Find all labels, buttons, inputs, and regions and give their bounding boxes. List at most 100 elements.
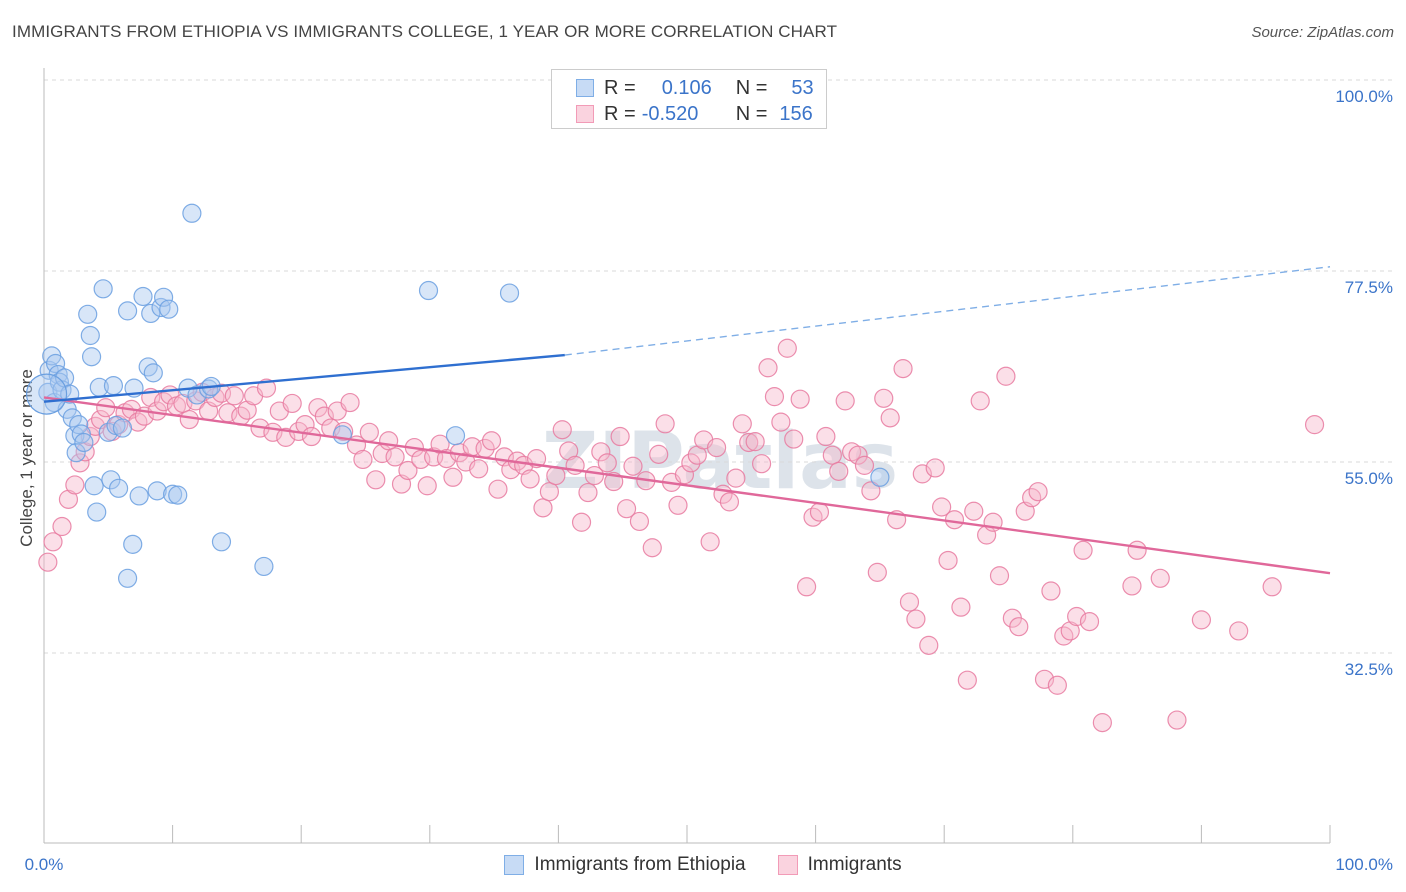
legend-swatch-immigrants xyxy=(777,855,798,875)
point-ethiopia xyxy=(159,299,179,319)
point-immigrants xyxy=(803,507,823,527)
point-ethiopia xyxy=(112,418,133,438)
point-immigrants xyxy=(571,512,592,532)
point-immigrants xyxy=(906,609,926,629)
point-ethiopia xyxy=(87,502,107,522)
n-value: 156 xyxy=(779,102,813,125)
point-ethiopia xyxy=(141,303,161,324)
y-axis-label: College, 1 year or more xyxy=(17,369,36,547)
legend-item-ethiopia: Immigrants from Ethiopia xyxy=(504,854,746,876)
series-legend: Immigrants from Ethiopia Immigrants xyxy=(0,851,1406,879)
point-ethiopia xyxy=(254,556,274,577)
point-ethiopia xyxy=(78,304,98,324)
point-immigrants xyxy=(340,392,360,413)
point-immigrants xyxy=(1092,713,1112,733)
point-ethiopia xyxy=(117,568,138,588)
point-immigrants xyxy=(809,502,830,522)
point-immigrants xyxy=(1054,626,1074,646)
n-label: N = xyxy=(735,102,768,125)
point-immigrants xyxy=(796,577,817,597)
point-immigrants xyxy=(732,414,752,434)
point-immigrants xyxy=(379,431,399,451)
point-immigrants xyxy=(1073,540,1093,560)
r-value: 0.106 xyxy=(661,76,712,99)
legend-swatch-immigrants xyxy=(576,105,594,123)
point-immigrants xyxy=(481,431,502,451)
legend-row-immigrants: R = -0.520 N = 156 xyxy=(576,101,813,127)
point-ethiopia xyxy=(163,484,183,504)
point-immigrants xyxy=(43,532,63,552)
point-immigrants xyxy=(398,460,418,481)
y-tick-label: 32.5% xyxy=(1345,660,1393,679)
point-immigrants xyxy=(623,456,643,476)
point-ethiopia xyxy=(103,376,124,396)
legend-item-immigrants: Immigrants xyxy=(777,854,902,876)
point-immigrants xyxy=(970,391,990,411)
point-immigrants xyxy=(52,516,72,537)
point-immigrants xyxy=(578,482,598,503)
point-immigrants xyxy=(674,465,695,485)
point-immigrants xyxy=(597,453,617,473)
point-immigrants xyxy=(649,444,669,464)
legend-row-ethiopia: R = 0.106 N = 53 xyxy=(576,75,814,101)
point-immigrants xyxy=(745,432,765,452)
point-immigrants xyxy=(610,426,630,447)
point-immigrants xyxy=(1009,617,1029,637)
point-immigrants xyxy=(1067,606,1087,627)
point-immigrants xyxy=(964,501,984,521)
point-immigrants xyxy=(1150,568,1170,588)
point-immigrants xyxy=(1047,675,1067,695)
point-immigrants xyxy=(739,432,759,453)
point-immigrants xyxy=(385,447,405,467)
point-immigrants xyxy=(1079,611,1100,632)
point-immigrants xyxy=(867,562,887,582)
y-tick-label: 55.0% xyxy=(1345,469,1393,488)
point-immigrants xyxy=(932,497,952,517)
point-immigrants xyxy=(790,389,810,409)
point-ethiopia xyxy=(133,286,153,307)
point-immigrants xyxy=(366,470,386,490)
point-immigrants xyxy=(38,552,58,572)
point-ethiopia xyxy=(117,301,138,321)
point-immigrants xyxy=(726,468,746,488)
point-immigrants xyxy=(758,358,778,378)
point-immigrants xyxy=(854,455,875,475)
point-immigrants xyxy=(314,406,334,426)
point-ethiopia xyxy=(98,422,118,442)
point-immigrants xyxy=(925,458,945,478)
point-ethiopia xyxy=(332,425,352,445)
point-immigrants xyxy=(899,592,920,612)
correlation-legend: R = 0.106 N = 53 R = -0.520 N = 156 xyxy=(551,69,827,129)
point-ethiopia xyxy=(147,481,167,501)
point-immigrants xyxy=(359,422,379,442)
point-ethiopia xyxy=(74,432,94,453)
x-tick-label: 100.0% xyxy=(1335,855,1393,874)
point-immigrants xyxy=(880,408,900,428)
point-ethiopia xyxy=(143,363,163,383)
point-immigrants xyxy=(893,359,913,379)
point-immigrants xyxy=(1191,610,1212,630)
point-ethiopia xyxy=(129,486,149,506)
point-ethiopia xyxy=(187,385,207,405)
point-immigrants xyxy=(1262,577,1282,597)
point-ethiopia xyxy=(211,532,232,552)
point-immigrants xyxy=(443,467,463,487)
point-immigrants xyxy=(1122,576,1142,596)
r-label: R = xyxy=(604,76,636,99)
x-tick-label: 0.0% xyxy=(25,855,64,874)
point-immigrants xyxy=(996,366,1016,386)
point-ethiopia-large xyxy=(25,373,68,415)
point-ethiopia xyxy=(93,279,113,299)
point-immigrants xyxy=(655,414,675,434)
point-immigrants xyxy=(1028,482,1048,502)
point-immigrants xyxy=(224,386,244,406)
point-ethiopia xyxy=(153,287,174,307)
point-immigrants xyxy=(1167,710,1187,730)
point-immigrants xyxy=(65,475,85,495)
point-ethiopia xyxy=(138,357,158,377)
point-ethiopia xyxy=(499,283,520,303)
y-tick-label: 100.0% xyxy=(1335,87,1393,106)
point-immigrants xyxy=(681,453,701,473)
point-ethiopia xyxy=(168,485,188,505)
